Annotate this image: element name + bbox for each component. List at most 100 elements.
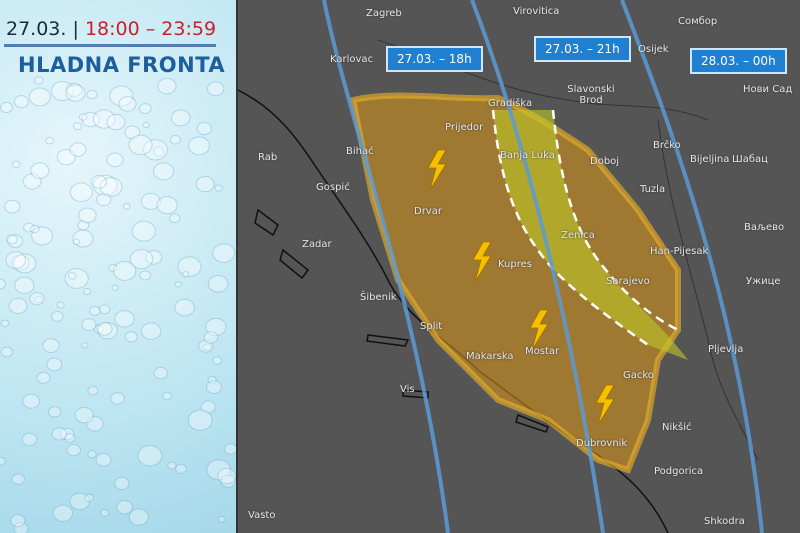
droplet — [96, 193, 112, 207]
droplet — [96, 322, 113, 336]
droplet — [48, 406, 62, 418]
city-label: Zenica — [561, 230, 595, 241]
city-label: Gospić — [316, 182, 350, 193]
droplet — [11, 254, 30, 271]
droplet — [29, 292, 45, 306]
droplet — [0, 101, 13, 114]
droplet — [22, 393, 40, 409]
droplet — [157, 77, 177, 95]
droplet — [65, 84, 86, 102]
city-label: Banja Luka — [500, 150, 555, 161]
droplet — [140, 322, 162, 340]
droplet — [81, 342, 89, 349]
city-label: Makarska — [466, 351, 514, 362]
droplet — [174, 281, 183, 288]
droplet — [29, 224, 40, 234]
droplet — [161, 391, 172, 401]
droplet — [0, 278, 7, 290]
droplet — [99, 177, 123, 197]
droplet — [66, 443, 81, 457]
city-label: Osijek — [638, 44, 669, 55]
droplet — [10, 514, 26, 528]
droplet — [13, 95, 29, 109]
droplet — [114, 476, 130, 491]
droplet — [28, 87, 51, 107]
droplet — [85, 416, 104, 432]
droplet — [128, 508, 149, 526]
droplet — [7, 234, 24, 248]
droplet — [45, 137, 54, 145]
city-label: Split — [420, 321, 443, 332]
separator: | — [72, 18, 79, 40]
droplet — [224, 443, 236, 455]
city-label: Virovitica — [513, 6, 560, 17]
droplet — [122, 203, 131, 210]
droplet — [153, 162, 175, 181]
droplet — [72, 238, 81, 246]
side-panel: 27.03. | 18:00 – 23:59 HLADNA FRONTA — [0, 0, 236, 533]
droplet — [56, 301, 65, 309]
droplet — [42, 338, 60, 354]
droplet — [64, 268, 89, 289]
droplet — [198, 339, 214, 353]
droplet — [86, 89, 98, 100]
city-label: Šibenik — [360, 292, 397, 303]
droplet — [87, 386, 99, 396]
droplet — [87, 450, 97, 459]
city-label: Brčko — [653, 140, 681, 151]
droplet — [4, 199, 21, 214]
droplet — [23, 222, 35, 233]
droplet — [109, 85, 134, 107]
droplet — [169, 213, 181, 224]
droplet — [217, 515, 226, 523]
droplet — [74, 407, 94, 424]
droplet — [142, 121, 150, 129]
droplet — [98, 304, 111, 315]
droplet — [207, 375, 217, 384]
droplet — [66, 82, 83, 97]
droplet — [112, 260, 137, 281]
droplet — [128, 134, 153, 156]
city-label: Dubrovnik — [576, 438, 628, 449]
droplet — [153, 366, 168, 380]
droplet — [170, 109, 191, 127]
droplet — [92, 174, 118, 196]
droplet — [124, 125, 141, 140]
droplet — [111, 284, 119, 291]
droplet — [30, 162, 50, 179]
front-band — [493, 110, 688, 360]
droplet — [203, 331, 219, 344]
city-label: Podgorica — [654, 466, 704, 477]
droplet — [89, 306, 101, 316]
title: HLADNA FRONTA — [18, 53, 226, 77]
droplet — [34, 295, 43, 304]
city-label: Ваљево — [744, 222, 785, 233]
droplet — [36, 371, 51, 384]
droplet — [5, 251, 27, 269]
droplet — [156, 196, 178, 215]
city-label: Karlovac — [330, 54, 374, 65]
droplet — [129, 249, 154, 270]
droplet — [139, 270, 151, 281]
droplet — [200, 400, 216, 414]
droplet — [187, 409, 213, 431]
city-label: Shkodra — [704, 516, 745, 527]
droplet — [143, 139, 168, 161]
droplet — [207, 274, 229, 293]
droplet — [181, 271, 190, 278]
city-label: Bihać — [346, 146, 374, 157]
city-label: Mostar — [525, 346, 560, 357]
droplet — [78, 113, 88, 121]
droplet — [106, 152, 124, 168]
time-label: 27.03. – 21h — [534, 36, 631, 62]
droplet — [51, 427, 67, 441]
droplet — [174, 463, 187, 474]
city-label: Zadar — [302, 239, 332, 250]
city-label: Slavonski Brod — [567, 84, 615, 106]
map-shapes — [238, 0, 764, 533]
droplet — [108, 263, 118, 272]
droplet — [196, 121, 212, 136]
city-label: Pljevlja — [708, 344, 744, 355]
city-label: Rab — [258, 152, 278, 163]
city-label: Vasto — [248, 510, 276, 521]
